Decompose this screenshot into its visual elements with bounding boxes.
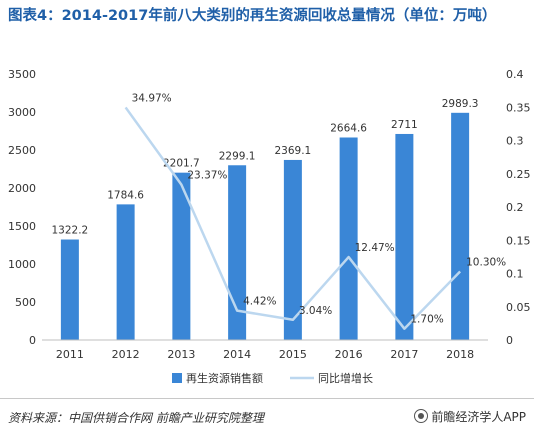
bar-value-label: 1784.6 (107, 189, 144, 201)
x-tick: 2014 (223, 348, 251, 361)
y-right-tick: 0.25 (506, 168, 531, 181)
y-right-tick: 0.05 (506, 301, 531, 314)
bar-2017 (395, 133, 414, 340)
x-tick: 2017 (390, 348, 418, 361)
bar-value-label: 2664.6 (330, 122, 367, 134)
growth-line (124, 106, 462, 330)
source-note: 资料来源：中国供销合作网 前瞻产业研究院整理 (8, 411, 264, 425)
y-right-tick: 0.1 (506, 268, 524, 281)
y-left-tick: 500 (15, 296, 36, 309)
y-right-tick: 0.15 (506, 234, 531, 247)
legend-bar-label: 再生资源销售额 (186, 371, 263, 385)
y-right-tick: 0.35 (506, 101, 531, 114)
x-tick: 2016 (335, 348, 363, 361)
growth-value-label: 1.70% (410, 314, 443, 326)
growth-value-label: 4.42% (243, 296, 276, 308)
growth-value-label: 10.30% (466, 257, 506, 269)
y-right-tick: 0.2 (506, 201, 524, 214)
footer: 资料来源：中国供销合作网 前瞻产业研究院整理 前瞻经济学人APP (0, 398, 534, 434)
x-tick: 2018 (446, 348, 474, 361)
chart-title: 图表4：2014-2017年前八大类别的再生资源回收总量情况（单位：万吨） (8, 8, 497, 24)
legend-line-label: 同比增增长 (318, 371, 373, 385)
y-right-tick: 0 (506, 334, 513, 347)
bar-2013 (172, 172, 191, 340)
x-tick: 2015 (279, 348, 307, 361)
y-left-tick: 0 (29, 334, 36, 347)
axes: 0 500 1000 1500 2000 2500 3000 3500 0 0.05 0.1 0.15… (8, 68, 531, 361)
bar-value-label: 2299.1 (219, 150, 256, 162)
y-left-tick: 2500 (8, 144, 36, 157)
legend-bar-swatch (172, 373, 182, 383)
x-tick: 2013 (167, 348, 195, 361)
chart-area: 1322.2 1784.6 2201.7 2299.1 2369.1 2664.6 2711… (8, 68, 531, 385)
bar-value-labels: 1322.2 1784.6 2201.7 2299.1 2369.1 2664.6 2711… (52, 98, 479, 237)
bar-value-label: 2201.7 (163, 158, 200, 170)
bar-2014 (228, 165, 247, 340)
y-left-tick: 2000 (8, 182, 36, 195)
x-tick: 2012 (112, 348, 140, 361)
bar-value-label: 2369.1 (275, 145, 312, 157)
bar-value-label: 2711 (391, 119, 418, 131)
y-left-tick: 1500 (8, 220, 36, 233)
bar-2016 (339, 137, 358, 340)
growth-line-series: 34.97% 23.37% 4.42% 3.04% 12.47% 1.70% 10.30% (124, 92, 506, 330)
brand-logo-icon (414, 409, 429, 423)
growth-value-label: 3.04% (299, 305, 332, 317)
bar-series (60, 112, 470, 340)
y-left-tick: 3000 (8, 106, 36, 119)
growth-value-label: 12.47% (355, 242, 395, 254)
y-left-tick: 1000 (8, 258, 36, 271)
x-tick: 2011 (56, 348, 84, 361)
growth-value-label: 23.37% (187, 170, 227, 182)
bar-value-label: 1322.2 (52, 225, 89, 237)
y-right-tick: 0.4 (506, 68, 524, 81)
brand-label: 前瞻经济学人APP (414, 408, 526, 425)
bar-2012 (116, 204, 135, 340)
legend: 再生资源销售额 同比增增长 (172, 371, 373, 385)
growth-value-label: 34.97% (132, 92, 172, 104)
bar-value-label: 2989.3 (442, 98, 479, 110)
y-left-tick: 3500 (8, 68, 36, 81)
bar-2018 (451, 112, 470, 340)
y-right-tick: 0.3 (506, 135, 524, 148)
bar-2015 (283, 159, 302, 340)
brand-text: 前瞻经济学人APP (431, 410, 526, 424)
bar-2011 (60, 239, 79, 340)
